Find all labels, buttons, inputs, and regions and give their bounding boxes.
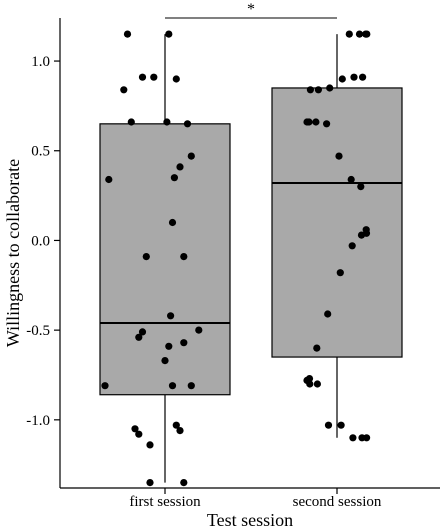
data-point-second-session [324,310,332,318]
data-point-second-session [324,421,333,429]
significance-label: * [247,1,255,18]
data-point-first-session [163,118,171,126]
data-point-first-session [170,174,178,182]
data-point-second-session [312,118,320,126]
data-point-first-session [105,175,113,184]
x-ticks: first session second session [129,488,382,510]
box-first-session [99,123,231,396]
plot-area: * [99,1,403,487]
data-point-first-session [176,163,184,171]
data-point-first-session [187,152,195,160]
data-point-first-session [176,427,184,435]
data-point-second-session [326,84,334,92]
data-point-first-session [180,253,188,261]
data-point-first-session [168,218,177,227]
data-point-second-session [313,344,321,352]
data-point-second-session [349,434,357,442]
data-point-second-session [363,30,371,38]
data-point-first-session [142,253,150,261]
data-point-first-session [167,312,175,320]
data-point-second-session [348,242,356,250]
data-point-first-session [187,382,195,390]
data-point-first-session [180,339,188,347]
y-tick-label: -0.5 [26,323,50,339]
data-point-first-session [165,342,173,350]
data-point-first-session [172,421,180,429]
data-point-second-session [347,175,355,184]
data-point-second-session [337,421,345,429]
data-point-second-session [314,86,322,94]
data-point-second-session [313,380,321,388]
data-point-first-session [120,86,128,94]
data-point-first-session [127,118,135,126]
data-point-second-session [323,120,331,128]
data-point-first-session [101,382,109,390]
data-point-second-session [355,30,364,38]
y-tick-label: 0.0 [31,233,50,249]
data-point-second-session [306,86,314,94]
data-point-first-session [195,326,203,334]
axes [59,18,440,489]
data-point-second-session [335,152,343,160]
x-axis-title: Test session [207,510,293,530]
y-ticks: 1.0 0.5 0.0 -0.5 -1.0 [26,54,60,429]
data-point-first-session [131,425,139,433]
data-point-second-session [336,269,344,277]
data-point-first-session [146,479,154,487]
y-tick-label: 0.5 [31,144,50,160]
data-point-first-session [146,441,154,449]
data-point-first-session [172,75,180,83]
data-point-first-session [168,382,177,390]
data-point-first-session [138,328,147,336]
data-point-first-session [135,333,143,341]
data-point-second-session [345,30,353,38]
data-point-second-session [338,75,346,83]
data-point-first-session [161,357,169,365]
y-axis-title: Willingness to collaborate [3,159,23,347]
x-tick-label: first session [129,494,201,510]
y-tick-label: 1.0 [31,54,50,70]
data-point-first-session [135,430,143,438]
box-second-session [271,87,403,358]
x-tick-label: second session [293,494,382,510]
data-point-second-session [306,380,314,388]
data-point-first-session [150,73,158,81]
data-point-first-session [180,479,188,487]
data-point-second-session [357,183,365,191]
data-point-second-session [350,73,358,81]
data-point-first-session [138,73,147,81]
data-point-second-session [357,231,366,239]
data-point-first-session [165,30,173,38]
y-tick-label: -1.0 [26,413,50,429]
data-point-first-session [183,120,192,128]
data-point-second-session [363,434,371,442]
data-point-second-session [305,118,313,126]
data-point-second-session [359,73,367,81]
data-point-first-session [123,30,132,38]
